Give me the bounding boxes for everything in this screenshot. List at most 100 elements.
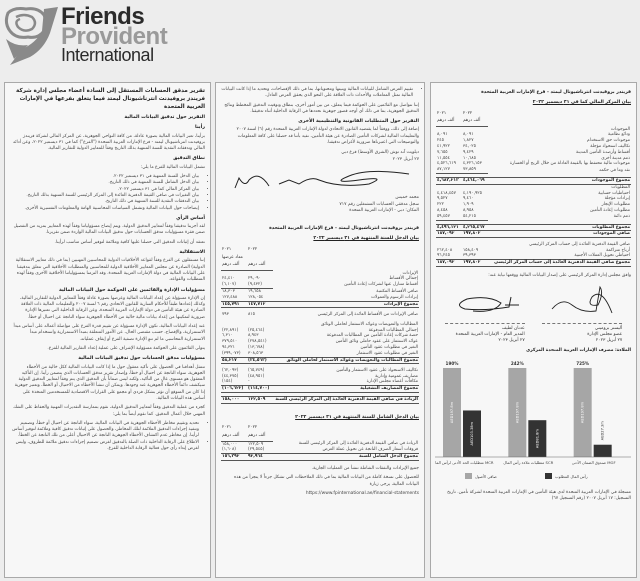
- table-row: أرباح متراكمة ١٥٨,٤٠٩ ٢٦٢,٤٠٨: [436, 248, 631, 254]
- value-current-year: ٣٩,٣٩٣: [462, 253, 488, 261]
- signatory-date: ٢٧ أبريل ٢٠٢٣: [498, 338, 525, 344]
- statements-link[interactable]: https://www.fpinternational.ae/financial…: [305, 490, 419, 496]
- unit-header: ألف درهم: [221, 432, 247, 442]
- table-row: مجموع الإيرادات ١٤٧,٧١٢ ١٤٥,٧٩١: [221, 300, 419, 309]
- auditor-registration: سجل مدققي الحسابات المشتغلين رقم ٧١٧: [339, 201, 419, 207]
- table-row: احتياطي تحويل العملات الأجنبية ٣٩,٣٩٣ ٩٦,٢…: [436, 253, 631, 261]
- value-prior-year: ٢٤,٤١٠: [222, 276, 235, 282]
- value-current-year: ٢٩,٠٩٠: [248, 276, 261, 282]
- signatory-name: عدنان لطيف: [501, 325, 525, 331]
- row-label: المطالبات والتعويضات وعوائد الاستثمار لح…: [321, 321, 418, 327]
- value-prior-year: ٤,٤٩٦,١٢١: [436, 223, 462, 232]
- company-name: فريندز بروفيدنت انترناشيونال ليمتد - فرع…: [481, 90, 631, 95]
- value-prior-year: ١٥٦,٣٩٢: [221, 453, 247, 462]
- table-row: تكاليف استحواذ مؤجلة ٣٤,٠٢٥ ٤١,٩٢٢: [436, 144, 631, 150]
- auditor-firm-name: ديلويت آند توش (الشرق الأوسط) فرع دبي: [341, 150, 419, 156]
- value-prior-year: ١٢٧,٤٨٨: [221, 294, 247, 302]
- auditor-list: تحديد وتقييم مخاطر الأخطاء الجوهرية في ا…: [10, 421, 205, 452]
- row-label: نقد وما في حكمه: [599, 167, 630, 173]
- table-row: إجمالي المطالبات المدفوعة (٢٥,٤٦٤) (٢٢,٨٩١…: [221, 328, 419, 334]
- value-current-year: ٨,٠٩١: [463, 132, 474, 138]
- row-label: مكافآت أعضاء مجلس الإدارة: [366, 379, 418, 385]
- value-current-year: ٤,٤٦٤,٠٦٩: [462, 177, 488, 185]
- value-prior-year: ٥٨,٢١٧: [221, 356, 247, 365]
- table-row: موجودات حق الاستخدام ١,٨٢٧ ٢٤٥: [436, 138, 631, 144]
- heading-legal: التقرير حول المتطلبات القانونية والتنظيم…: [298, 119, 419, 125]
- signatory-role: المدير العام - الإمارات العربية المتحدة: [455, 331, 525, 337]
- value-current-year: ١٥٨,٤٠٩: [463, 247, 479, 253]
- table-row: مطلوبات إعادة التأمين ٨,٩٥٨ ٨,٤٥٨: [436, 208, 631, 214]
- table-row: المطالبات والتعويضات وعوائد الاستثمار لح…: [221, 322, 419, 328]
- row-label: ذمم دائنة: [613, 214, 630, 220]
- row-label: أرباح متراكمة: [606, 247, 630, 253]
- header-row: ألف درهم ألف درهم: [221, 262, 419, 272]
- auditor-name: محمد خميس: [395, 195, 419, 201]
- value-prior-year: (٦٢,٠٩٣): [222, 367, 239, 373]
- bar-data-label: AED27.3m: [601, 420, 605, 439]
- heading-scope: نطاق التدقيق: [173, 156, 205, 162]
- auditor-item: الاطلاع على الرقابة الداخلية ذات الصلة ب…: [10, 440, 199, 453]
- value-prior-year: ٨,٠٩١: [437, 132, 448, 138]
- heading-opinion: رأينا: [195, 125, 205, 131]
- row-label: مجموع الدخل الشامل للسنة: [273, 453, 419, 462]
- scope-item: بيان التدفقات النقدية للسنة المنتهية في …: [10, 199, 199, 205]
- ratio-label: 725%: [576, 361, 590, 366]
- bar-data-label: AED103.38m: [470, 421, 474, 445]
- company-logo: Friends Provident International: [4, 3, 168, 65]
- auditor-signature: [234, 170, 410, 189]
- bar: [573, 367, 592, 457]
- category-label: صندوق الضمان الأدنى MGF: [572, 460, 616, 465]
- auditor-details: محمد خميس سجل مدققي الحسابات المشتغلين رق…: [221, 195, 419, 214]
- value-current-year: ١٩,٦٥٨: [248, 289, 261, 295]
- scope-item: بيان الدخل للسنة المنتهية في ٣١ ديسمبر ٢…: [10, 174, 199, 180]
- opinion-text: برأينا، تعبر البيانات المالية بصورة عادل…: [12, 133, 205, 152]
- bar: [463, 410, 481, 457]
- header-row: ٢٠٢٢ ٢٠٢١: [221, 425, 419, 433]
- restated-label: معاد عرضها: [222, 254, 243, 260]
- row-label: احتياطي تحويل العملات الأجنبية: [574, 253, 630, 259]
- value-current-year: (١١٤,٧٠٠): [247, 385, 273, 393]
- table-row: عوائد الاستثمار على عقود حاملي وثائق الت…: [221, 339, 419, 345]
- value-current-year: -: [247, 379, 273, 387]
- year-header: ٢٠٢١: [222, 425, 232, 431]
- table-row: مكافآت أعضاء مجلس الإدارة - (١٥٤): [221, 379, 419, 387]
- unit-header: ألف درهم: [247, 262, 273, 272]
- value-current-year: ٣٤,٠٢٥: [463, 144, 476, 150]
- table-row: المطلوبات: [436, 184, 631, 190]
- header-row: معاد عرضها: [221, 255, 419, 263]
- registration-footer: مسجلة في الإمارات العربية المتحدة لدى هي…: [447, 490, 631, 502]
- logo-text-friends: Friends: [61, 3, 145, 30]
- row-label: مجموع الإيرادات: [273, 300, 419, 309]
- value-current-year: ١٩٧,٨٠٢: [462, 259, 488, 267]
- value-current-year: ٥٤,٢١٥: [462, 213, 488, 221]
- value-current-year: (٣٤,٥٦٣): [247, 356, 273, 365]
- heading-independence: الاستقلالية: [179, 250, 205, 256]
- bar: [528, 419, 547, 457]
- unit-header: ألف درهم: [436, 118, 462, 128]
- comprehensive-income-table: ٢٠٢٢ ٢٠٢١ ألف درهم ألف درهم الزيادة في صاف…: [221, 425, 419, 462]
- row-label: موجودات مالية محتفظ بها بالقيمة العادلة …: [509, 161, 630, 167]
- value-current-year: ٣٠٨,٥٦٣: [247, 350, 273, 358]
- year-header: ٢٠٢٢: [248, 425, 258, 431]
- year-header: ٢٠٢٢: [248, 246, 258, 252]
- intro-text: إننا نتواصل مع القائمين على الحوكمة فيما…: [224, 102, 419, 114]
- income-statement-panel: تقييم العرض الشامل للبيانات المالية وبني…: [215, 82, 425, 578]
- value-prior-year: (٤٤,٣٧٥): [222, 373, 239, 379]
- value-prior-year: ٩,٥٢٧: [437, 196, 448, 202]
- value-prior-year: ٢٢٢: [437, 202, 444, 208]
- value-prior-year: (١٠٦,٦٢٢): [221, 385, 247, 393]
- signatures: أليستر بروميني عضو مجلس الإدارة ٢٧ أبريل…: [436, 283, 631, 344]
- legend-label: رأس المال المطلوب: [555, 474, 588, 479]
- row-label: الزيادة في صافي القيمة الدفترية العائدة …: [298, 441, 418, 447]
- value-current-year: (٦٥,٧٤٩): [248, 367, 265, 373]
- bar-data-label: AED197.8m: [581, 401, 585, 423]
- header-row: ألف درهم ألف درهم: [436, 118, 631, 128]
- value-prior-year: (٣٩٩,٠٧٣): [221, 350, 247, 358]
- row-label: مطلوبات الإيجار: [601, 202, 630, 208]
- value-prior-year: ٨,٤٥٨: [437, 208, 448, 214]
- row-label: التغير في مطلوبات عقود الاستثمار: [356, 350, 418, 356]
- table-row: ذمم مدينة أخرى ١٠,٦٨٥ ١١,٥٥٤: [436, 156, 631, 162]
- value-prior-year: ٥٩,٤٥٧: [436, 213, 462, 221]
- auditor-firm: ديلويت آند توش (الشرق الأوسط) فرع دبي ٢٧ …: [221, 150, 419, 163]
- value-prior-year: ٢٦٢,٤٠٨: [437, 247, 453, 253]
